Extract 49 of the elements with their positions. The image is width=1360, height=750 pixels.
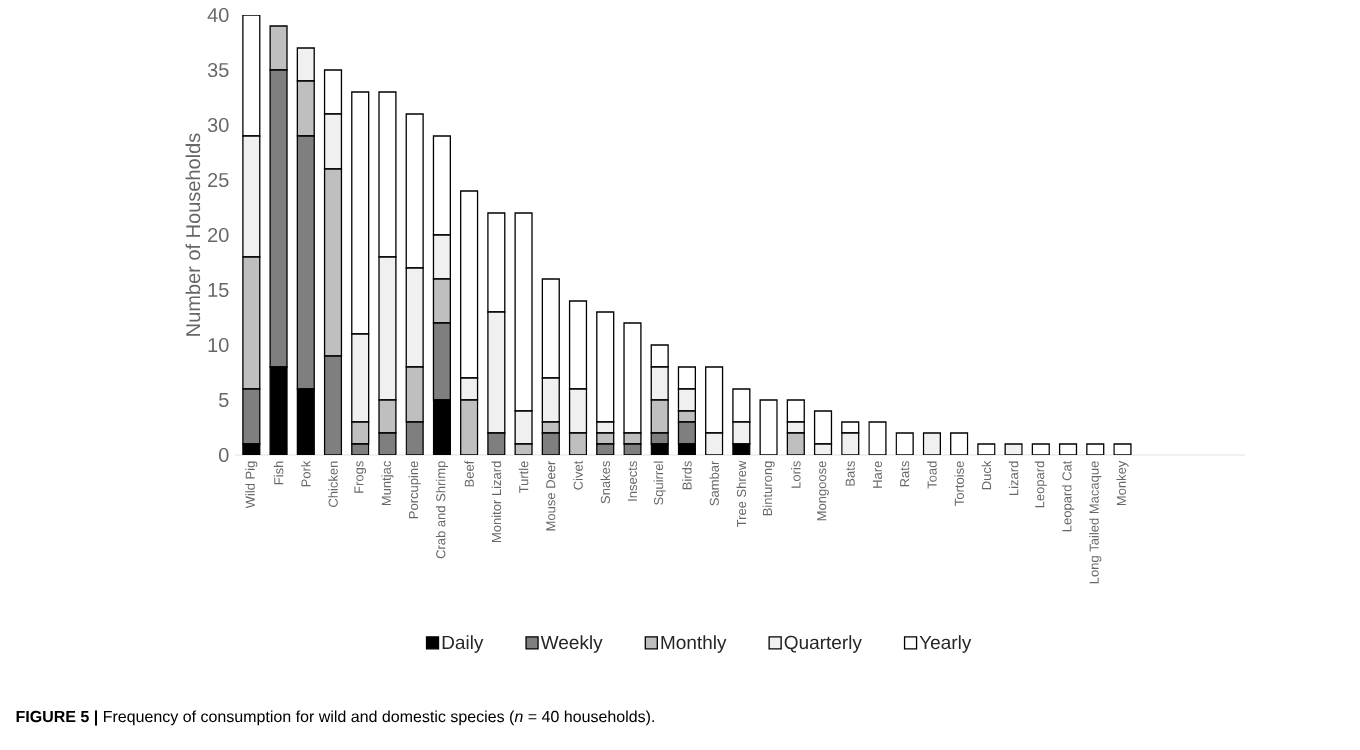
legend-label: Daily [442,635,484,653]
y-axis-title: Number of Households [185,133,201,336]
x-tick-label: Loris [791,461,801,488]
y-tick-label: 30 [207,117,229,133]
x-tick-label: Turtle [518,461,529,494]
y-tick-label: 20 [208,227,229,243]
x-tick-label: Insects [627,461,637,501]
x-tick-label: Fish [273,461,284,485]
x-tick-label: Squirrel [653,461,666,505]
y-tick-label: 35 [207,62,229,78]
x-tick-label: Pork [301,460,311,487]
x-tick-label: Chicken [328,461,338,507]
x-tick-label: Mouse Deer [546,460,556,531]
y-tick-label: 25 [208,172,229,188]
x-tick-label: Snakes [600,461,611,504]
x-tick-label: Toad [927,461,937,489]
x-tick-label: Mongoose [817,461,829,521]
x-tick-label: Beef [464,460,474,487]
legend-label: Monthly [661,635,727,653]
x-tick-label: Birds [682,461,692,490]
x-tick-label: Rats [900,461,910,487]
y-tick-label: 15 [208,283,229,297]
y-tick-label: 10 [208,337,229,353]
x-tick-label: Duck [981,460,992,490]
x-tick-label: Muntjac [381,461,394,506]
legend-label: Weekly [540,635,603,653]
y-tick-label: 5 [219,393,229,407]
x-tick-label: Leopard Cat [1061,460,1075,532]
text: FIGURE 5 | Frequency of consumption for wild and domestic species (n = 40 households). [16,710,654,726]
x-tick-label: Civet [573,460,583,490]
x-tick-label: Lizard [1008,461,1019,496]
x-tick-label: Monitor Lizard [491,461,502,542]
y-tick-label: 40 [207,7,229,23]
x-tick-label: Frogs [354,461,367,493]
x-tick-label: Monkey [1116,460,1129,506]
legend-label: Yearly [919,635,972,653]
x-tick-label: Porcupine [408,461,421,519]
x-tick-label: Long Tailed Macaque [1089,461,1102,584]
x-tick-label: Bats [845,461,855,486]
x-tick-label: Binturong [762,461,775,516]
x-tick-label: Leopard [1034,461,1047,508]
x-tick-label: Sambar [709,460,719,506]
y-tick-label: 0 [219,447,229,463]
x-tick-label: Tortoise [954,461,964,506]
x-tick-label: Crab and Shrimp [435,461,448,559]
legend-label: Quarterly [784,635,862,653]
x-tick-label: Hare [872,461,883,488]
x-tick-label: Tree Shrew [736,460,747,528]
x-tick-label: Wild Pig [245,461,258,509]
